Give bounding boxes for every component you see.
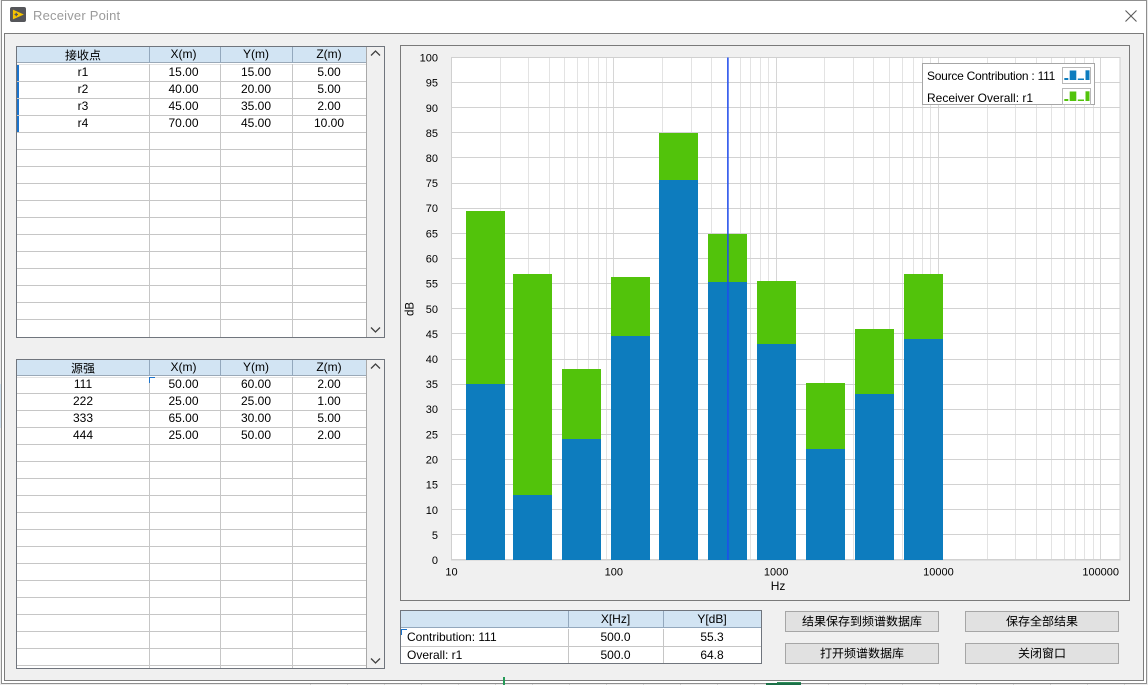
svg-text:100000: 100000 bbox=[1082, 567, 1119, 579]
svg-text:45: 45 bbox=[426, 329, 438, 341]
svg-text:5: 5 bbox=[432, 530, 438, 542]
svg-text:40: 40 bbox=[426, 354, 438, 366]
svg-text:95: 95 bbox=[426, 78, 438, 90]
svg-text:15: 15 bbox=[426, 480, 438, 492]
svg-text:50: 50 bbox=[426, 304, 438, 316]
svg-text:70: 70 bbox=[426, 203, 438, 215]
svg-text:90: 90 bbox=[426, 103, 438, 115]
svg-text:20: 20 bbox=[426, 455, 438, 467]
svg-text:10000: 10000 bbox=[923, 567, 954, 579]
svg-text:55: 55 bbox=[426, 279, 438, 291]
svg-text:30: 30 bbox=[426, 404, 438, 416]
svg-text:Hz: Hz bbox=[771, 579, 786, 593]
svg-text:80: 80 bbox=[426, 153, 438, 165]
svg-text:65: 65 bbox=[426, 228, 438, 240]
svg-text:10: 10 bbox=[426, 505, 438, 517]
svg-text:100: 100 bbox=[605, 567, 623, 579]
svg-text:60: 60 bbox=[426, 254, 438, 266]
svg-text:dB: dB bbox=[405, 302, 417, 316]
svg-text:1000: 1000 bbox=[764, 567, 788, 579]
svg-text:35: 35 bbox=[426, 379, 438, 391]
svg-text:Receiver Overall: r1: Receiver Overall: r1 bbox=[927, 91, 1033, 105]
svg-text:Source Contribution : 111: Source Contribution : 111 bbox=[927, 69, 1056, 83]
svg-text:75: 75 bbox=[426, 178, 438, 190]
svg-text:100: 100 bbox=[420, 53, 438, 65]
svg-text:10: 10 bbox=[445, 567, 457, 579]
svg-text:0: 0 bbox=[432, 555, 438, 567]
svg-text:85: 85 bbox=[426, 128, 438, 140]
svg-text:25: 25 bbox=[426, 429, 438, 441]
